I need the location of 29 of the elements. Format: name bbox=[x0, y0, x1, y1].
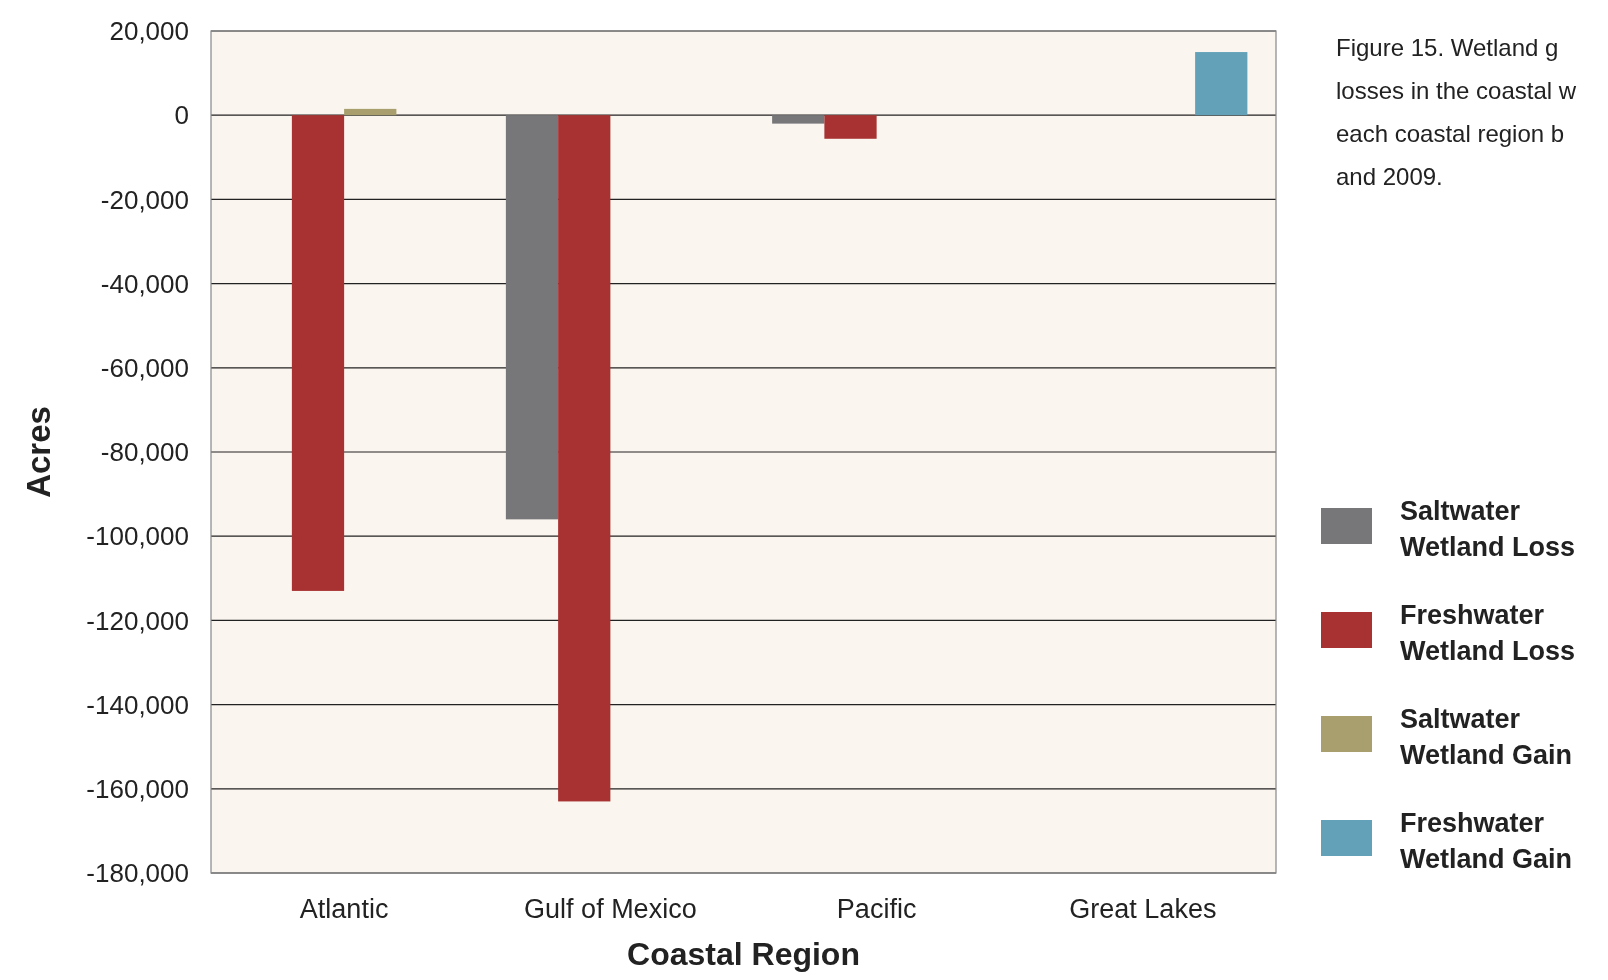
y-tick-label: -80,000 bbox=[100, 437, 189, 468]
x-tick-label: Pacific bbox=[836, 894, 917, 924]
bar bbox=[824, 115, 877, 139]
y-tick-label: -120,000 bbox=[86, 605, 189, 636]
x-tick-label: Great Lakes bbox=[1069, 894, 1217, 924]
y-axis-title: Acres bbox=[20, 406, 57, 498]
y-tick-label: -60,000 bbox=[100, 352, 189, 383]
legend-label: Saltwater Wetland Gain bbox=[1400, 704, 1573, 770]
bar bbox=[772, 115, 825, 124]
bar bbox=[558, 115, 611, 802]
x-axis-title: Coastal Region bbox=[627, 936, 860, 972]
y-tick-label: -140,000 bbox=[86, 689, 189, 720]
legend-label: Saltwater Wetland Loss bbox=[1400, 496, 1576, 562]
bar bbox=[291, 115, 345, 591]
y-tick-label: -160,000 bbox=[86, 773, 189, 804]
legend-label: Freshwater Wetland Gain bbox=[1400, 808, 1573, 874]
caption: Figure 15. Wetland g losses in the coastal w each coastal region b and 2009. bbox=[1336, 34, 1577, 190]
y-tick-label: -180,000 bbox=[86, 858, 189, 889]
bar bbox=[344, 108, 397, 116]
y-tick-label: 20,000 bbox=[109, 16, 189, 47]
y-tick-label: -100,000 bbox=[86, 521, 189, 552]
y-tick-label: 0 bbox=[174, 100, 189, 131]
x-tick-label: Gulf of Mexico bbox=[524, 894, 697, 924]
bar bbox=[505, 115, 559, 520]
bar bbox=[1195, 52, 1248, 116]
x-tick-label: Atlantic bbox=[299, 894, 389, 924]
y-tick-label: -20,000 bbox=[100, 184, 189, 215]
y-tick-label: -40,000 bbox=[100, 268, 189, 299]
legend-label: Freshwater Wetland Loss bbox=[1400, 600, 1576, 666]
